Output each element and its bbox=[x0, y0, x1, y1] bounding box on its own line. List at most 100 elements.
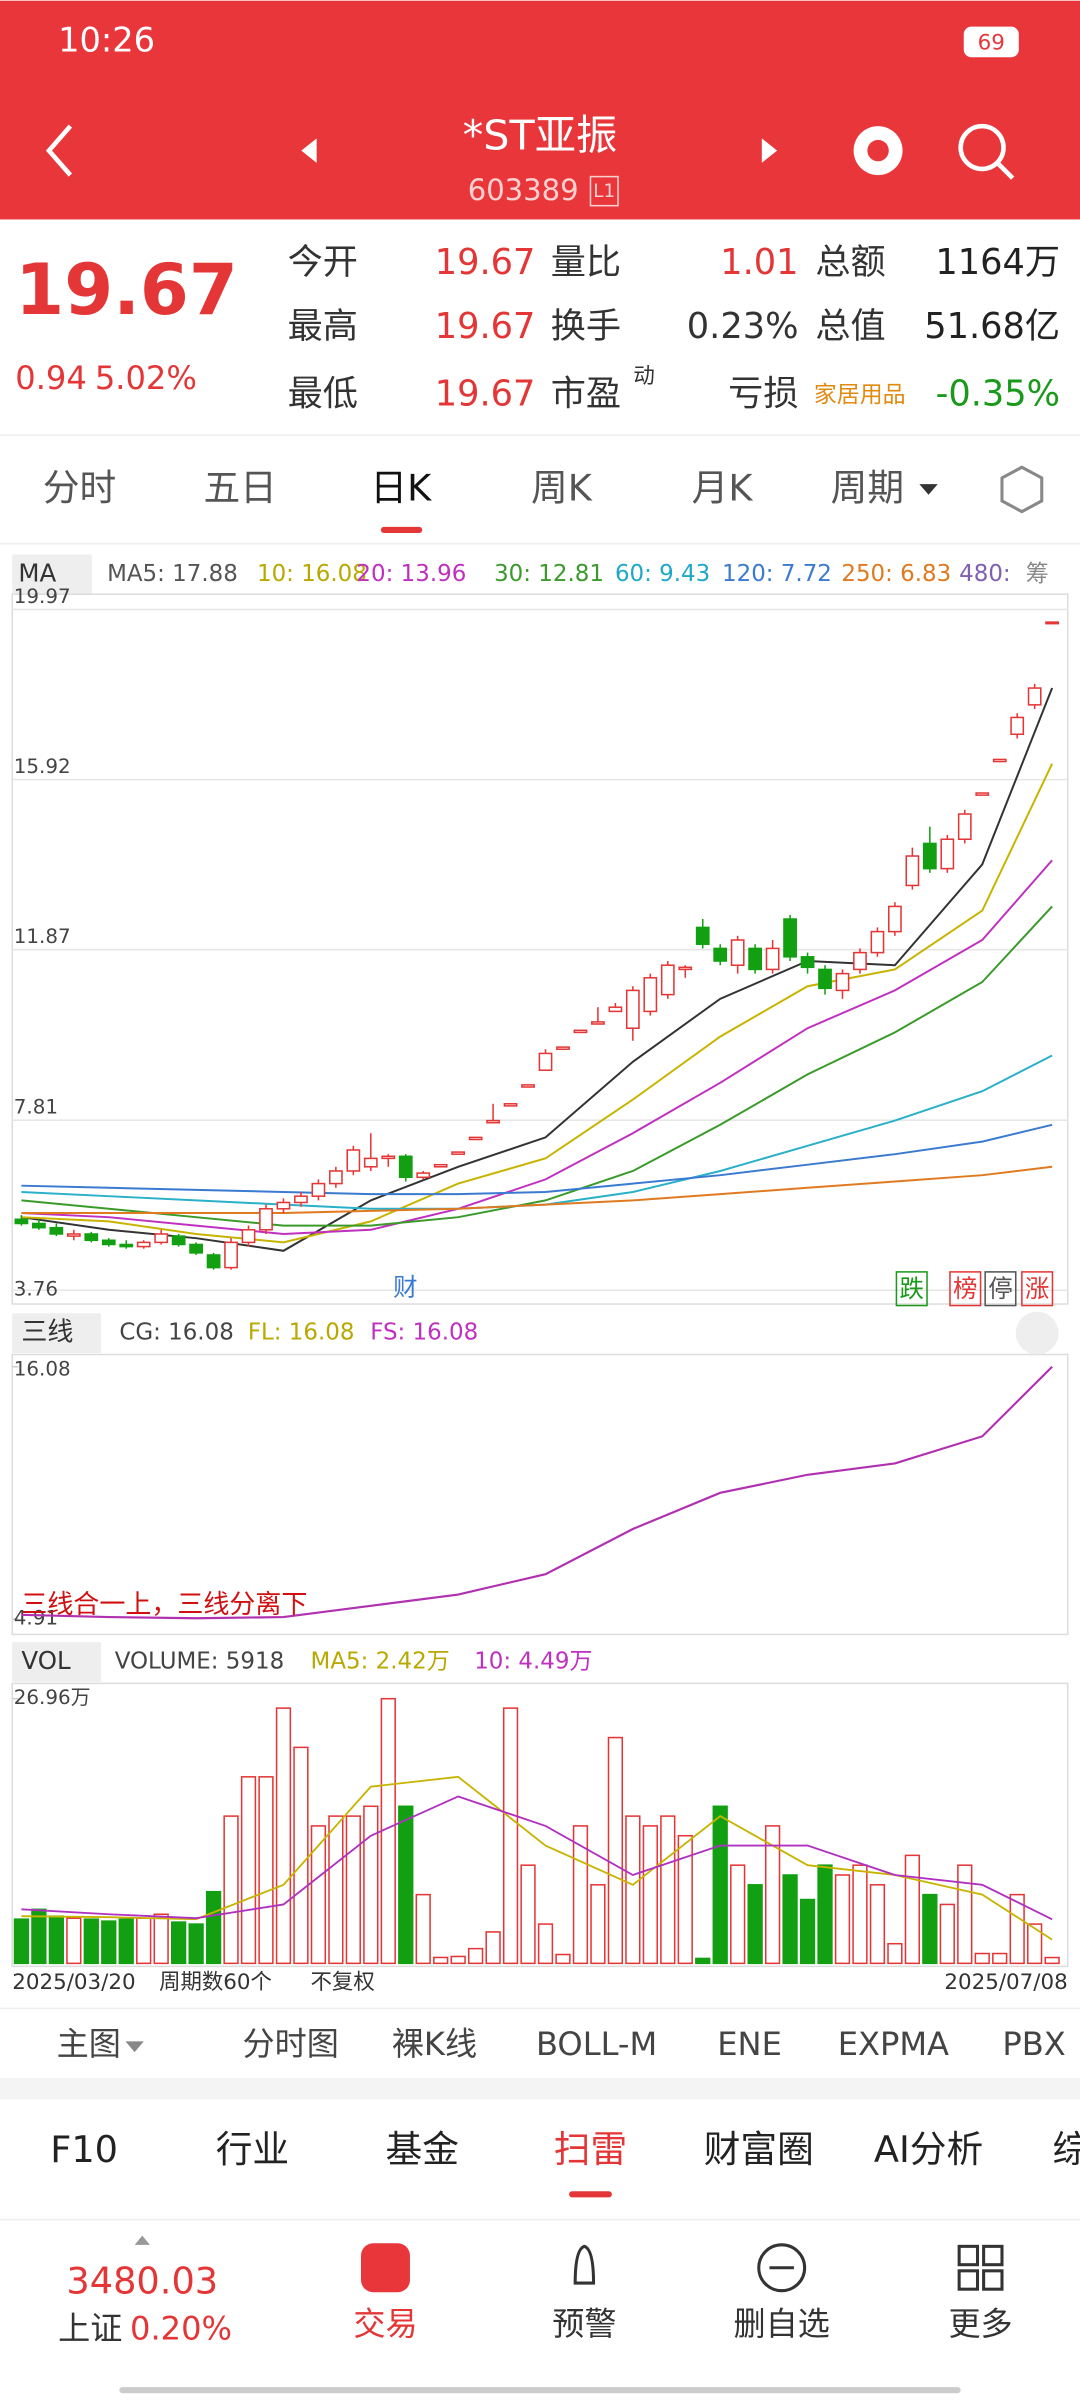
search[interactable] bbox=[958, 123, 1006, 172]
vol-btn[interactable] bbox=[12, 1642, 101, 1682]
candle-body bbox=[521, 1084, 535, 1088]
y-tick-label: 16.08 bbox=[14, 1357, 71, 1380]
candle-body bbox=[835, 972, 850, 992]
indicator: PBX bbox=[1002, 2025, 1065, 2063]
vol-legend: 10: 4.49万 bbox=[474, 1648, 592, 1674]
candle-body bbox=[119, 1243, 134, 1248]
vol-bar bbox=[136, 1917, 152, 1965]
section-tab: 行业 bbox=[216, 2128, 289, 2171]
candle-body bbox=[101, 1239, 116, 1246]
section-tab: 扫雷 bbox=[554, 2128, 627, 2171]
back[interactable] bbox=[45, 124, 73, 177]
trade-icon[interactable] bbox=[361, 2243, 410, 2293]
dropdown bbox=[919, 484, 938, 495]
industry: 家居用品 bbox=[814, 382, 906, 408]
candle-body bbox=[783, 918, 797, 958]
y-tick-label: 4.91 bbox=[14, 1607, 58, 1630]
candle-body bbox=[311, 1182, 326, 1197]
ma-legend: MA bbox=[18, 558, 56, 587]
candle-body bbox=[241, 1229, 256, 1244]
y-tick-label: 7.81 bbox=[14, 1095, 58, 1118]
prev[interactable] bbox=[301, 138, 317, 163]
field-value: -0.35% bbox=[936, 373, 1060, 414]
vol-bar bbox=[1044, 1956, 1060, 1965]
field-value: 19.67 bbox=[435, 306, 536, 347]
field-label: 最高 bbox=[288, 306, 358, 347]
vol-bar bbox=[799, 1898, 816, 1965]
ma-line bbox=[21, 1165, 1053, 1214]
more-icon[interactable] bbox=[957, 2244, 1004, 2291]
vol-bar bbox=[782, 1874, 798, 1965]
vol-bar bbox=[153, 1913, 169, 1965]
field-value: 51.68亿 bbox=[924, 306, 1060, 347]
field-label: 最低 bbox=[288, 373, 358, 414]
candle-body bbox=[486, 1119, 500, 1124]
marker: 跌 bbox=[899, 1274, 923, 1303]
vol-bar bbox=[83, 1918, 99, 1965]
vol-bar bbox=[1009, 1893, 1025, 1965]
ma-line bbox=[21, 687, 1054, 1252]
tab: 日K bbox=[370, 467, 432, 510]
candle-body bbox=[643, 977, 658, 1013]
vol-bar bbox=[293, 1746, 309, 1965]
next[interactable] bbox=[761, 138, 778, 163]
candle-body bbox=[905, 855, 920, 887]
candle-body bbox=[346, 1149, 361, 1172]
alert-icon[interactable] bbox=[573, 2244, 596, 2285]
index-name: 上证 bbox=[58, 2309, 122, 2347]
expand[interactable] bbox=[1015, 1311, 1059, 1355]
candle-body bbox=[363, 1157, 378, 1168]
indicator: 分时图 bbox=[242, 2025, 338, 2063]
ma-line bbox=[21, 905, 1053, 1227]
section-underline bbox=[569, 2191, 612, 2198]
indicator: BOLL-M bbox=[536, 2025, 657, 2063]
tab-underline bbox=[380, 526, 423, 534]
ma-legend: 30: 12.81 bbox=[494, 561, 604, 587]
divider bbox=[0, 2007, 1080, 2010]
three-frame bbox=[11, 1353, 1069, 1636]
remove-icon[interactable] bbox=[757, 2243, 807, 2293]
candle-body bbox=[206, 1254, 221, 1269]
marker: 停 bbox=[988, 1274, 1012, 1303]
y-tick-label: 11.87 bbox=[14, 925, 71, 948]
field-sup: 动 bbox=[633, 364, 654, 389]
vol-bar bbox=[485, 1931, 501, 1965]
y-tick-label: 26.96万 bbox=[14, 1686, 91, 1709]
candle-body bbox=[84, 1233, 99, 1242]
candle-body bbox=[818, 968, 832, 990]
ma-legend: MA5: 17.88 bbox=[107, 561, 238, 587]
vol-bar bbox=[13, 1918, 30, 1965]
tab: 五日 bbox=[203, 467, 276, 510]
nav-item: 交易 bbox=[353, 2305, 417, 2343]
nav-item: 删自选 bbox=[734, 2305, 830, 2343]
candle-body bbox=[32, 1222, 46, 1229]
vol-bar bbox=[764, 1825, 781, 1965]
vol-bar bbox=[957, 1864, 973, 1965]
header-bg bbox=[0, 0, 1080, 220]
vol-bar bbox=[66, 1917, 82, 1965]
vol-bar bbox=[450, 1955, 466, 1965]
vol-legend: MA5: 2.42万 bbox=[311, 1648, 450, 1674]
ma-line bbox=[21, 1123, 1053, 1196]
ma-btn[interactable] bbox=[12, 554, 92, 595]
three-btn[interactable] bbox=[12, 1313, 101, 1353]
gesture-bar bbox=[119, 2387, 961, 2394]
vol-bar bbox=[904, 1854, 921, 1965]
candle-body bbox=[922, 842, 937, 870]
candle-body bbox=[660, 964, 675, 996]
vol-bar bbox=[887, 1942, 903, 1965]
section-tab: F10 bbox=[50, 2128, 118, 2171]
candle-body bbox=[992, 758, 1007, 763]
change-pct: 5.02% bbox=[95, 359, 197, 397]
marker-box bbox=[984, 1271, 1017, 1307]
vol-bar bbox=[467, 1947, 484, 1965]
candle-body bbox=[800, 956, 815, 969]
up-arrow bbox=[134, 2235, 150, 2245]
field-value: 亏损 bbox=[728, 373, 798, 414]
settings[interactable] bbox=[1000, 465, 1044, 514]
ma-line bbox=[21, 859, 1053, 1235]
change: 0.94 bbox=[15, 359, 87, 397]
candle-body bbox=[189, 1243, 203, 1254]
vol-bar bbox=[974, 1952, 990, 1965]
candle-body bbox=[608, 1006, 623, 1013]
